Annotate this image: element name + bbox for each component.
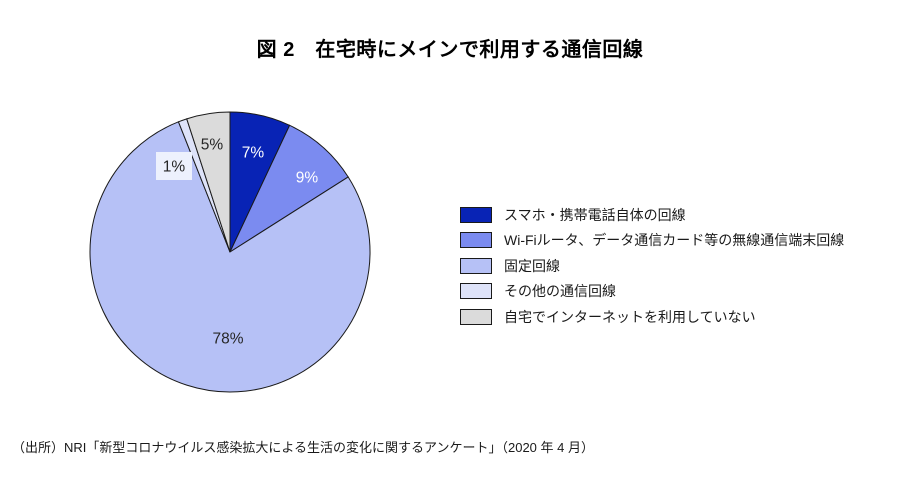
- legend-label: 固定回線: [504, 257, 560, 274]
- legend-item: スマホ・携帯電話自体の回線: [460, 206, 844, 223]
- pie-chart: 7% 9% 78% 1% 5%: [89, 111, 371, 393]
- legend-item: その他の通信回線: [460, 283, 844, 300]
- pie-slice: [89, 121, 371, 393]
- pie-label-box: [156, 152, 192, 180]
- pie-label: 5%: [201, 136, 224, 153]
- legend-label: 自宅でインターネットを利用していない: [504, 308, 756, 325]
- pie-label: 1%: [163, 158, 186, 175]
- source-note: （出所）NRI「新型コロナウイルス感染拡大による生活の変化に関するアンケート」（…: [12, 440, 594, 455]
- pie-label: 78%: [212, 330, 243, 347]
- pie-slice: [228, 124, 349, 254]
- legend-item: 自宅でインターネットを利用していない: [460, 308, 844, 325]
- legend-swatch-wifi-router-line: [460, 232, 492, 248]
- legend-label: スマホ・携帯電話自体の回線: [504, 206, 686, 223]
- pie-label: 9%: [296, 169, 319, 186]
- legend-swatch-other-line: [460, 283, 492, 299]
- legend-swatch-fixed-line: [460, 257, 492, 274]
- legend: スマホ・携帯電話自体の回線 Wi-Fiルータ、データ通信カード等の無線通信端末回…: [460, 206, 844, 334]
- chart-title: 図 2 在宅時にメインで利用する通信回線: [256, 39, 644, 61]
- pie-slice: [186, 111, 231, 253]
- legend-item: Wi-Fiルータ、データ通信カード等の無線通信端末回線: [460, 232, 844, 249]
- legend-item: 固定回線: [460, 257, 844, 274]
- legend-swatch-no-internet: [460, 308, 492, 325]
- legend-label: その他の通信回線: [504, 283, 616, 299]
- legend-label: Wi-Fiルータ、データ通信カード等の無線通信端末回線: [504, 232, 845, 248]
- legend-swatch-smartphone-line: [460, 206, 492, 223]
- pie-label: 7%: [242, 144, 265, 161]
